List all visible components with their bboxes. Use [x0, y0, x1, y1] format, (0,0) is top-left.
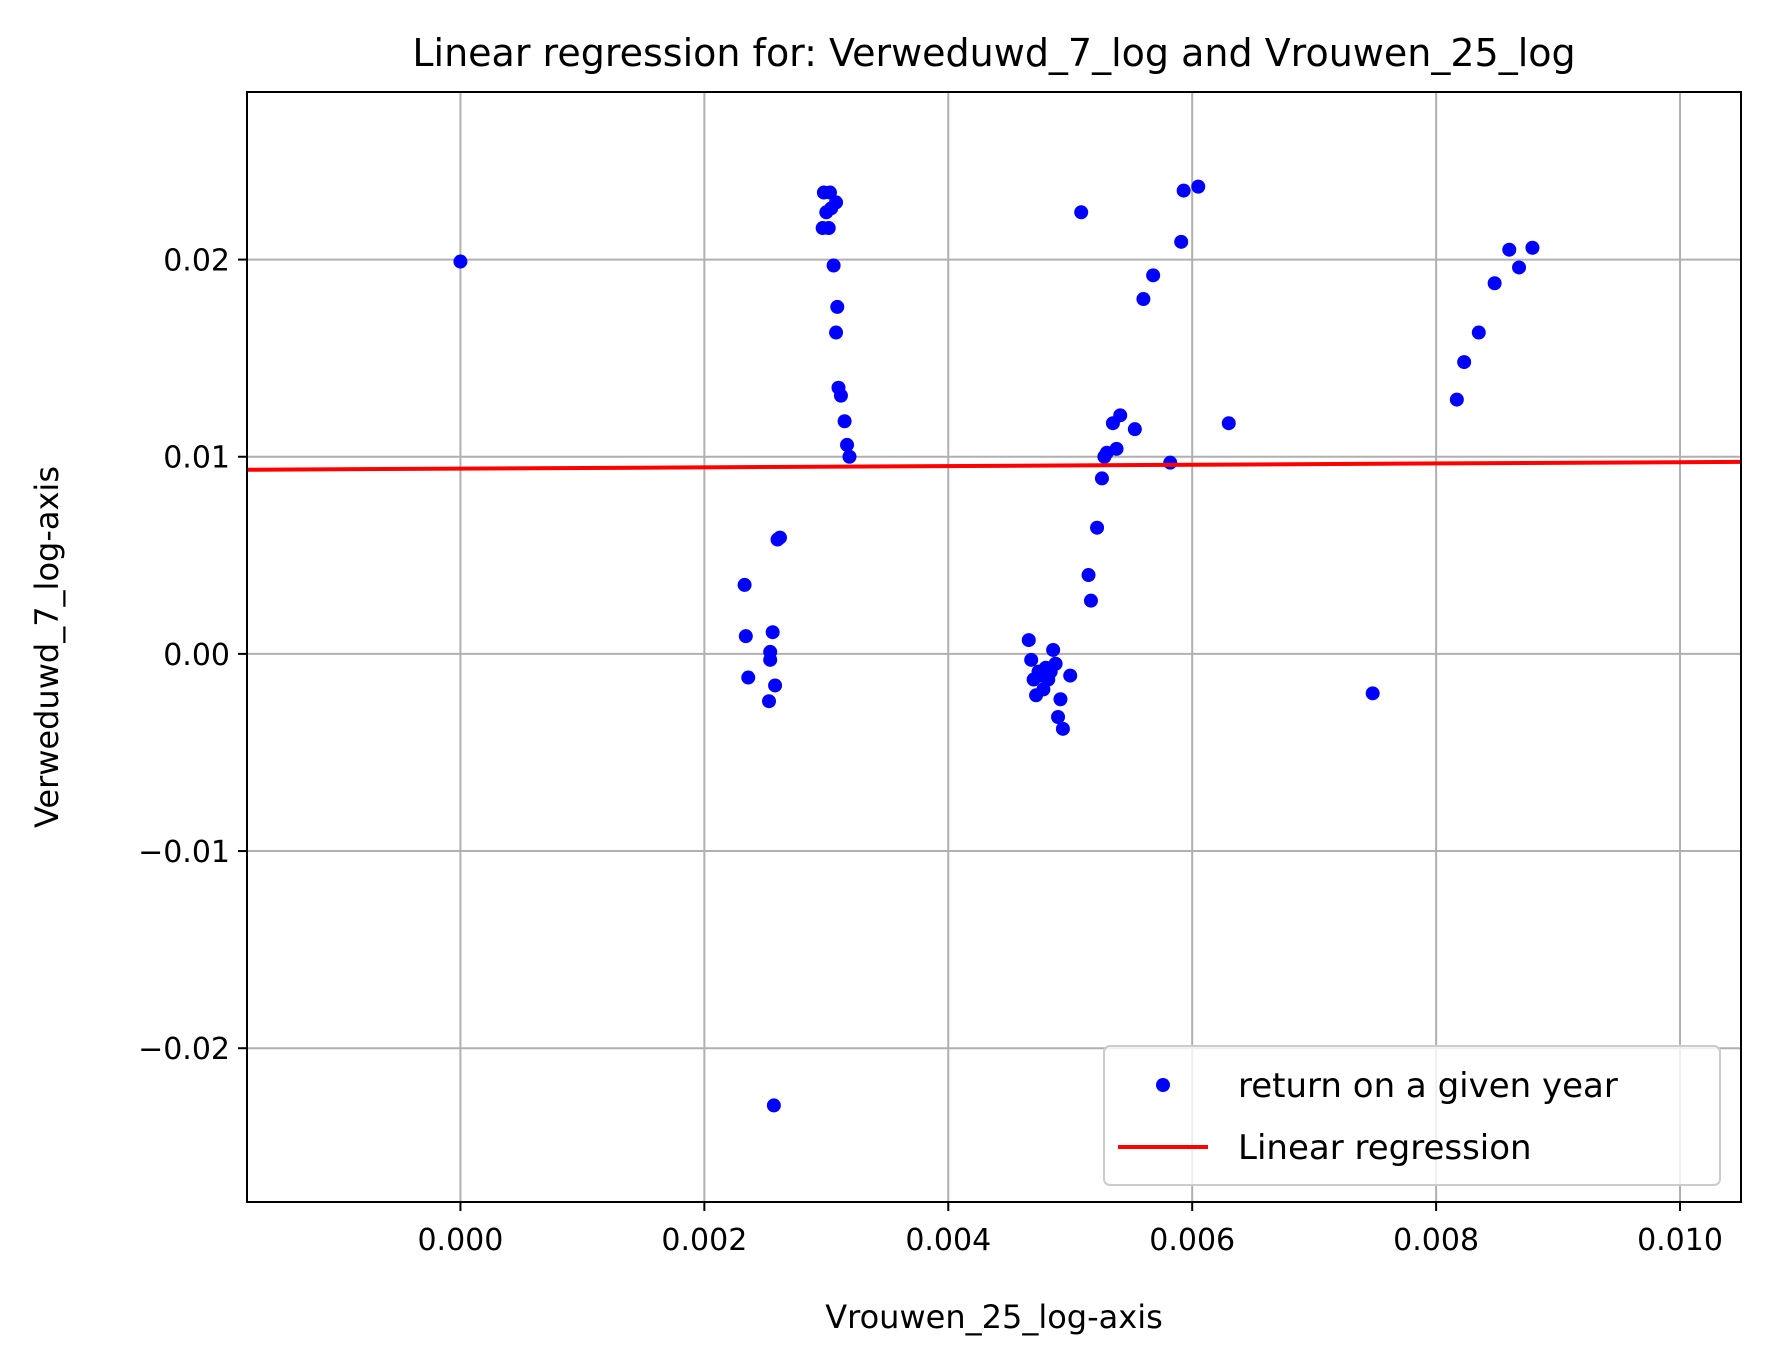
chart-title: Linear regression for: Verweduwd_7_log a…	[412, 31, 1575, 75]
y-axis-label: Verweduwd_7_log-axis	[28, 466, 66, 828]
scatter-point	[1146, 268, 1161, 283]
scatter-point	[1502, 242, 1517, 257]
scatter-point	[829, 195, 844, 210]
legend-entry-scatter: return on a given year	[1238, 1066, 1618, 1106]
scatter-point	[453, 254, 468, 269]
scatter-point	[1127, 422, 1142, 437]
scatter-point	[1176, 183, 1191, 198]
x-tick-label: 0.002	[661, 1223, 747, 1258]
scatter-point	[1055, 721, 1070, 736]
y-tick-label: 0.02	[163, 244, 230, 279]
legend-marker-scatter	[1156, 1078, 1170, 1092]
scatter-point	[1136, 292, 1151, 307]
scatter-point	[1174, 234, 1189, 249]
scatter-point	[765, 625, 780, 640]
scatter-point	[1046, 642, 1061, 657]
y-tick-label: 0.01	[163, 441, 230, 476]
grid-lines	[247, 92, 1741, 1202]
scatter-point	[1525, 240, 1540, 255]
x-tick-label: 0.004	[905, 1223, 991, 1258]
scatter-point	[829, 325, 844, 340]
scatter-point	[1021, 633, 1036, 648]
scatter-point	[1051, 709, 1066, 724]
scatter-point	[1113, 408, 1128, 423]
scatter-point	[830, 299, 845, 314]
scatter-point	[840, 437, 855, 452]
x-axis-label: Vrouwen_25_log-axis	[825, 1298, 1163, 1336]
scatter-point	[768, 678, 783, 693]
scatter-point	[1191, 179, 1206, 194]
scatter-point	[1163, 455, 1178, 470]
scatter-point	[1487, 276, 1502, 291]
scatter-point	[772, 530, 787, 545]
scatter-point	[821, 221, 836, 236]
scatter-point	[1457, 355, 1472, 370]
scatter-point	[1024, 652, 1039, 667]
series-layer	[246, 179, 1742, 1113]
scatter-point	[1512, 260, 1527, 275]
scatter-point	[1449, 392, 1464, 407]
scatter-point	[766, 1098, 781, 1113]
scatter-point	[738, 629, 753, 644]
legend-entry-regression: Linear regression	[1238, 1128, 1532, 1168]
scatter-point	[1063, 668, 1078, 683]
scatter-point	[1094, 471, 1109, 486]
scatter-point	[837, 414, 852, 429]
scatter-point	[761, 694, 776, 709]
scatter-point	[1083, 593, 1098, 608]
scatter-point	[741, 670, 756, 685]
legend: return on a given year Linear regression	[1103, 1045, 1721, 1186]
x-tick-label: 0.010	[1637, 1223, 1723, 1258]
scatter-point	[1053, 692, 1068, 707]
scatter-point	[1074, 205, 1089, 220]
x-tick-label: 0.006	[1149, 1223, 1235, 1258]
regression-line	[246, 459, 1742, 472]
scatter-point	[1221, 416, 1236, 431]
axes-frame	[246, 91, 1742, 1203]
scatter-point	[1090, 520, 1105, 535]
scatter-point	[763, 652, 778, 667]
scatter-point	[1471, 325, 1486, 340]
x-tick-label: 0.008	[1393, 1223, 1479, 1258]
scatter-point	[1109, 441, 1124, 456]
legend-box	[1103, 1045, 1721, 1186]
scatter-point	[1048, 656, 1063, 671]
y-tick-label: −0.01	[138, 835, 230, 870]
scatter-point	[1365, 686, 1380, 701]
x-tick-label: 0.000	[417, 1223, 503, 1258]
scatter-point	[826, 258, 841, 273]
scatter-point	[737, 577, 752, 592]
scatter-point	[833, 388, 848, 403]
y-tick-label: −0.02	[138, 1032, 230, 1067]
scatter-point	[842, 449, 857, 464]
y-tick-label: 0.00	[163, 638, 230, 673]
axis-ticks: 0.000 0.002 0.004 0.006 0.008 0.010 −0.02 −0.01…	[138, 244, 1723, 1258]
scatter-point	[1081, 568, 1096, 583]
